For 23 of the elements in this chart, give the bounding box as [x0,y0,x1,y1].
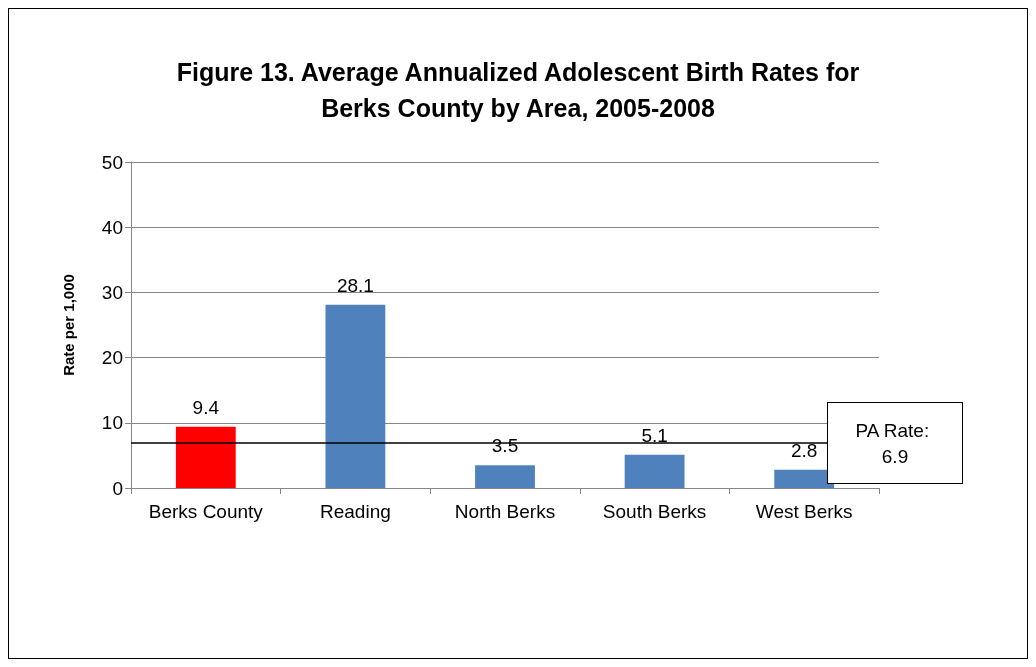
data-label: 9.4 [192,396,220,418]
data-label: 2.8 [790,439,818,461]
y-tick-label: 50 [101,151,123,173]
y-tick-label: 30 [101,281,123,303]
y-tick-label: 40 [101,216,123,238]
y-tick-label: 10 [101,412,123,434]
bar [175,426,236,488]
x-tick-label: Reading [320,501,391,522]
data-label: 5.1 [641,424,668,446]
data-label: 28.1 [336,274,374,296]
x-tick-label: South Berks [602,501,707,522]
chart-title: Figure 13. Average Annualized Adolescent Birth Rates for Berks County by Area, 2005-2008 [176,58,860,122]
bar [624,454,685,488]
y-axis-title: Rate per 1,000 [60,274,77,376]
x-tick-label: West Berks [755,501,853,522]
y-tick-label: 20 [101,347,123,369]
x-tick-label: North Berks [454,501,556,522]
bar [774,469,835,488]
x-tick-label: Berks County [148,501,264,522]
bar [475,465,535,488]
ref-line-label: PA Rate: 6.9 [855,419,935,467]
y-tick-label: 0 [112,477,123,499]
bar [325,304,386,488]
